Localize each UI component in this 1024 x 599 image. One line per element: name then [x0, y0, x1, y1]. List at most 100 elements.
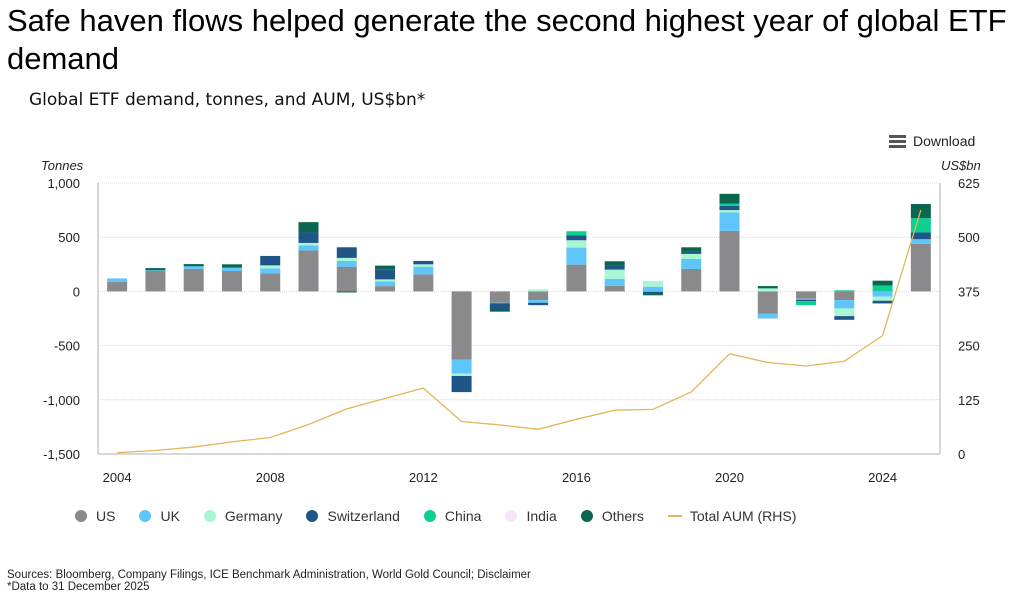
- bar-segment-uk-2014: [489, 302, 510, 304]
- bar-segment-us-2016: [566, 264, 587, 292]
- bar-segment-switzerland-2015: [528, 302, 549, 306]
- bar-segment-uk-2011: [375, 281, 396, 287]
- bar-segment-others-2007: [221, 264, 242, 268]
- bar-segment-others-2021: [757, 286, 778, 289]
- source-note: Sources: Bloomberg, Company Filings, ICE…: [7, 569, 531, 593]
- legend-item-china[interactable]: China: [423, 508, 482, 524]
- legend-item-total-aum[interactable]: Total AUM (RHS): [667, 508, 797, 524]
- y-tick-label: -1,500: [43, 447, 80, 462]
- bar-segment-uk-2010: [336, 260, 357, 267]
- bar-segment-us-2008: [260, 273, 281, 292]
- bar-segment-china-2020: [719, 203, 740, 206]
- legend-item-switzerland[interactable]: Switzerland: [306, 508, 400, 524]
- legend-item-india[interactable]: India: [505, 508, 557, 524]
- bar-segment-us-2017: [604, 285, 625, 292]
- bar-segment-germany-2018: [642, 280, 663, 287]
- y2-tick-label: 625: [958, 176, 980, 191]
- bar-segment-switzerland-2025: [910, 232, 931, 240]
- bar-segment-uk-2012: [413, 266, 434, 275]
- legend-label: Switzerland: [327, 508, 400, 524]
- bar-segment-uk-2020: [719, 212, 740, 231]
- bar-segment-others-2006: [183, 264, 204, 267]
- bar-segment-us-2021: [757, 291, 778, 314]
- bar-segment-uk-2022: [796, 298, 817, 300]
- bar-segment-switzerland-2018: [642, 291, 663, 294]
- x-tick-label: 2024: [868, 470, 897, 485]
- bar-segment-uk-2016: [566, 247, 587, 265]
- bar-segment-china-2016: [566, 231, 587, 236]
- legend-dot-icon: [139, 510, 152, 522]
- legend-dot-icon: [75, 510, 87, 522]
- bar-segment-switzerland-2011: [375, 269, 396, 280]
- bar-segment-uk-2009: [298, 245, 319, 251]
- bar-segment-us-2019: [681, 268, 702, 292]
- legend-item-us[interactable]: US: [75, 508, 115, 524]
- legend-item-uk[interactable]: UK: [139, 508, 180, 524]
- bar-segment-switzerland-2009: [298, 232, 319, 243]
- legend-label: Total AUM (RHS): [689, 508, 797, 524]
- bar-segment-uk-2005: [145, 270, 166, 272]
- bar-segment-uk-2019: [681, 258, 702, 269]
- legend-item-others[interactable]: Others: [580, 508, 644, 524]
- bar-segment-us-2005: [145, 270, 166, 292]
- legend-item-germany[interactable]: Germany: [203, 508, 283, 524]
- bar-segment-others-2014: [489, 309, 510, 312]
- bar-segment-uk-2015: [528, 300, 549, 303]
- bar-segment-switzerland-2008: [260, 255, 281, 266]
- bar-segment-uk-2021: [757, 313, 778, 319]
- bar-segment-china-2023: [834, 290, 855, 292]
- legend-line-icon: [667, 515, 682, 517]
- x-tick-label: 2012: [409, 470, 438, 485]
- left-axis-unit: Tonnes: [41, 158, 84, 173]
- bar-segment-germany-2009: [298, 242, 319, 246]
- bar-segment-others-2009: [298, 222, 319, 233]
- bar-segment-switzerland-2016: [566, 235, 587, 241]
- bar-segment-switzerland-2017: [604, 265, 625, 270]
- y2-tick-label: 0: [958, 447, 965, 462]
- bar-segment-uk-2004: [107, 278, 128, 282]
- legend-label: China: [444, 508, 482, 524]
- bar-segment-us-2018: [642, 291, 663, 293]
- bar-segment-uk-2025: [910, 239, 931, 244]
- bar-segment-switzerland-2012: [413, 260, 434, 265]
- bar-segment-uk-2023: [834, 300, 855, 309]
- legend-label: India: [526, 508, 557, 524]
- bar-segment-us-2020: [719, 230, 740, 292]
- aum-line: [117, 209, 922, 454]
- bar-segment-us-2025: [910, 243, 931, 292]
- bar-segment-others-2017: [604, 261, 625, 266]
- y2-tick-label: 250: [958, 339, 980, 354]
- legend-dot-icon: [306, 510, 319, 522]
- y-tick-label: 500: [58, 230, 80, 245]
- sources-text: Sources: Bloomberg, Company Filings, ICE…: [7, 569, 531, 581]
- bar-segment-others-2011: [375, 265, 396, 270]
- bar-segment-others-2005: [145, 268, 166, 271]
- x-tick-label: 2004: [103, 470, 132, 485]
- bar-segment-germany-2020: [719, 210, 740, 213]
- x-tick-label: 2020: [715, 470, 744, 485]
- bar-segment-germany-2021: [757, 288, 778, 292]
- x-tick-label: 2008: [256, 470, 285, 485]
- legend-label: Germany: [224, 508, 283, 524]
- bar-segment-others-2010: [336, 291, 357, 293]
- download-button[interactable]: Download: [889, 133, 975, 149]
- legend: US UK Germany Switzerland China India Others To…: [75, 508, 820, 524]
- bar-segment-uk-2008: [260, 268, 281, 274]
- bar-segment-us-2013: [451, 291, 472, 360]
- bar-segment-switzerland-2019: [681, 251, 702, 254]
- bar-segment-uk-2018: [642, 286, 663, 292]
- bar-segment-germany-2015: [528, 289, 549, 292]
- bar-segment-germany-2008: [260, 265, 281, 269]
- bar-segment-china-2022: [796, 301, 817, 306]
- y-tick-label: 0: [73, 284, 80, 299]
- legend-dot-icon: [423, 510, 436, 522]
- bar-segment-china-2025: [910, 218, 931, 233]
- bar-segment-uk-2007: [221, 267, 242, 272]
- bar-segment-germany-2010: [336, 257, 357, 261]
- bar-segment-germany-2024: [872, 296, 893, 301]
- bar-segment-switzerland-2020: [719, 205, 740, 211]
- bar-segment-switzerland-2013: [451, 375, 472, 393]
- legend-label: Others: [601, 508, 644, 524]
- bar-segment-us-2004: [107, 281, 128, 292]
